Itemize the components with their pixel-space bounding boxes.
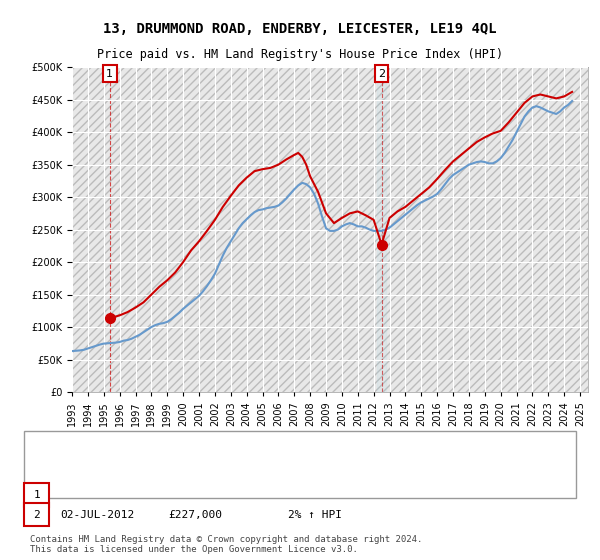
Text: 13, DRUMMOND ROAD, ENDERBY, LEICESTER, LE19 4QL: 13, DRUMMOND ROAD, ENDERBY, LEICESTER, L… bbox=[103, 22, 497, 36]
Text: 2% ↑ HPI: 2% ↑ HPI bbox=[288, 510, 342, 520]
Text: HPI: Average price, detached house, Blaby: HPI: Average price, detached house, Blab… bbox=[81, 451, 322, 461]
Text: 02-JUL-2012: 02-JUL-2012 bbox=[60, 510, 134, 520]
Text: ——: —— bbox=[54, 449, 82, 464]
Text: 52% ↑ HPI: 52% ↑ HPI bbox=[288, 490, 349, 500]
Bar bbox=[377, 67, 386, 392]
Text: £227,000: £227,000 bbox=[168, 510, 222, 520]
Text: 2: 2 bbox=[378, 69, 385, 79]
Text: 24-MAY-1995: 24-MAY-1995 bbox=[60, 490, 134, 500]
Text: 1: 1 bbox=[33, 490, 40, 500]
Text: Contains HM Land Registry data © Crown copyright and database right 2024.
This d: Contains HM Land Registry data © Crown c… bbox=[30, 535, 422, 554]
Text: ——: —— bbox=[54, 432, 82, 447]
Text: 1: 1 bbox=[106, 69, 113, 79]
Text: £113,500: £113,500 bbox=[168, 490, 222, 500]
Text: Price paid vs. HM Land Registry's House Price Index (HPI): Price paid vs. HM Land Registry's House … bbox=[97, 48, 503, 60]
Text: 2: 2 bbox=[33, 510, 40, 520]
Text: 13, DRUMMOND ROAD, ENDERBY, LEICESTER,  LE19 4QL (detached house): 13, DRUMMOND ROAD, ENDERBY, LEICESTER, L… bbox=[81, 435, 463, 445]
